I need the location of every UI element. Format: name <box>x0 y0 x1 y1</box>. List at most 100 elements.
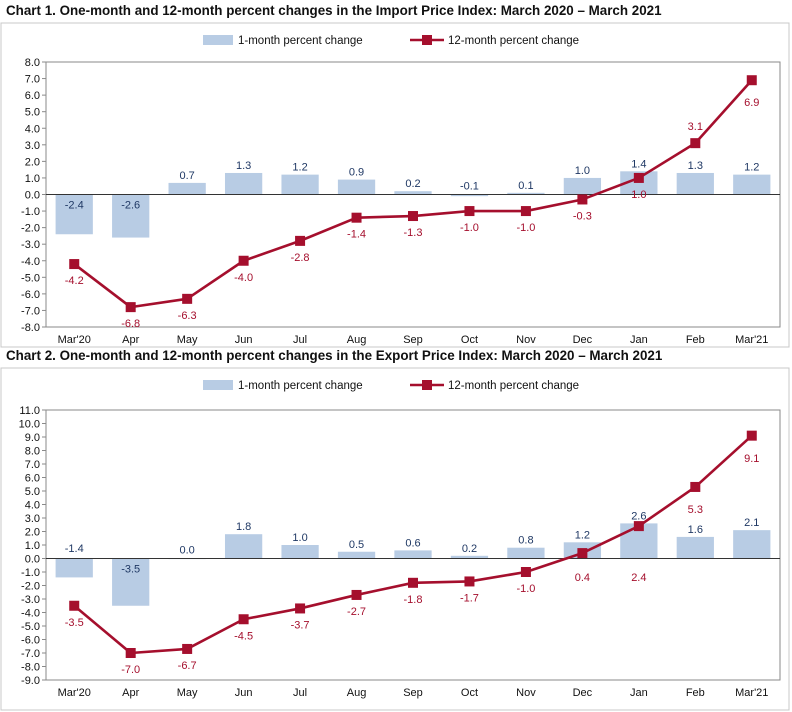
bar-data-label: 0.2 <box>405 178 420 190</box>
y-tick-label: -1.0 <box>21 206 40 218</box>
line-marker <box>182 293 193 304</box>
line-data-label: -7.0 <box>121 664 140 676</box>
x-tick-label: Nov <box>516 687 536 699</box>
bar-1-month <box>733 530 771 559</box>
x-tick-label: Jun <box>235 687 253 699</box>
bar-data-label: -0.1 <box>460 181 479 193</box>
line-data-label: 1.0 <box>631 189 646 201</box>
legend-label-line: 12-month percent change <box>448 35 579 47</box>
line-marker <box>182 643 193 654</box>
line-marker <box>520 567 531 577</box>
bar-data-label: 0.5 <box>349 539 364 551</box>
x-tick-label: Nov <box>516 334 536 346</box>
line-marker <box>238 614 249 625</box>
legend-label-bar: 1-month percent change <box>238 380 363 392</box>
y-tick-label: 1.0 <box>25 540 40 552</box>
y-tick-label: -7.0 <box>21 305 40 317</box>
bar-data-label: -3.5 <box>121 564 140 576</box>
line-data-label: -4.2 <box>65 275 84 287</box>
y-tick-label: -8.0 <box>21 662 40 674</box>
bar-1-month <box>450 194 489 197</box>
line-data-label: -1.3 <box>404 227 423 239</box>
line-data-label: 9.1 <box>744 453 759 465</box>
x-tick-label: Jan <box>630 687 648 699</box>
y-tick-label: -6.0 <box>21 635 40 647</box>
bar-data-label: 0.7 <box>180 170 195 182</box>
line-data-label: 5.3 <box>688 504 703 516</box>
bar-1-month <box>224 534 263 559</box>
bar-1-month <box>112 194 150 238</box>
line-data-label: -1.0 <box>516 583 535 595</box>
line-marker <box>295 235 306 246</box>
y-tick-label: 8.0 <box>25 446 40 458</box>
x-tick-label: Sep <box>403 334 423 346</box>
x-tick-label: Oct <box>461 687 478 699</box>
bar-1-month <box>281 174 319 195</box>
bar-1-month <box>337 179 376 195</box>
bar-data-label: -2.4 <box>65 200 84 212</box>
x-tick-label: Dec <box>573 334 593 346</box>
line-data-label: -1.0 <box>516 222 535 234</box>
bar-1-month <box>224 172 263 195</box>
bar-1-month <box>676 172 714 195</box>
bar-data-label: 0.1 <box>518 180 533 192</box>
bar-1-month <box>450 555 489 559</box>
x-tick-label: Mar'21 <box>735 687 768 699</box>
line-marker <box>464 576 475 587</box>
y-tick-label: -8.0 <box>21 322 40 334</box>
y-tick-label: -1.0 <box>21 567 40 579</box>
y-tick-label: -2.0 <box>21 223 40 235</box>
line-data-label: 2.4 <box>631 572 646 584</box>
bar-data-label: 0.9 <box>349 167 364 179</box>
line-marker <box>125 302 136 313</box>
legend-label-line: 12-month percent change <box>448 380 579 392</box>
bar-data-label: 1.6 <box>688 524 703 536</box>
x-tick-label: Jan <box>630 334 648 346</box>
bar-1-month <box>507 547 545 559</box>
bar-data-label: 1.4 <box>631 158 646 170</box>
line-marker <box>69 259 80 270</box>
y-tick-label: -4.0 <box>21 608 40 620</box>
import-price-chart: 8.0 7.0 6.0 5.0 4.0 3.0 2.0 1.0 0.0 -1.0 -2.0 -3.0 -… <box>0 22 790 348</box>
line-data-label: -1.7 <box>460 592 479 604</box>
line-data-label: -6.3 <box>178 310 197 322</box>
legend-label-bar: 1-month percent change <box>238 35 363 47</box>
bar-1-month <box>281 545 319 559</box>
bar-data-label: 0.2 <box>462 543 477 555</box>
bar-1-month <box>55 194 93 235</box>
line-data-label: -2.7 <box>347 606 366 618</box>
x-tick-label: Oct <box>461 334 478 346</box>
bar-data-label: 1.2 <box>292 162 307 174</box>
line-marker <box>633 172 644 183</box>
y-tick-label: 8.0 <box>25 57 40 69</box>
y-tick-label: -5.0 <box>21 621 40 633</box>
line-marker <box>577 548 588 559</box>
y-tick-label: 3.0 <box>25 140 40 152</box>
bar-1-month <box>563 177 602 195</box>
line-marker <box>520 206 531 217</box>
x-tick-label: May <box>177 334 198 346</box>
bar-data-label: 1.2 <box>575 529 590 541</box>
bar-1-month <box>112 558 150 606</box>
line-data-label: -1.0 <box>460 222 479 234</box>
y-tick-label: 2.0 <box>25 156 40 168</box>
legend-swatch-bar <box>203 380 233 390</box>
line-marker <box>577 194 588 205</box>
y-tick-label: -6.0 <box>21 289 40 301</box>
x-tick-label: Jul <box>293 334 307 346</box>
y-tick-label: 1.0 <box>25 173 40 185</box>
y-tick-label: 7.0 <box>25 459 40 471</box>
line-data-label: -4.5 <box>234 630 253 642</box>
bar-data-label: 1.0 <box>292 532 307 544</box>
line-data-label: -0.3 <box>573 210 592 222</box>
line-marker <box>69 600 80 611</box>
bar-1-month <box>507 192 545 195</box>
legend-swatch-bar <box>203 35 233 45</box>
x-tick-label: Sep <box>403 687 423 699</box>
y-tick-label: 9.0 <box>25 432 40 444</box>
line-marker <box>351 212 362 223</box>
y-tick-label: 0.0 <box>25 554 40 566</box>
y-tick-label: -3.0 <box>21 239 40 251</box>
y-tick-label: 4.0 <box>25 123 40 135</box>
line-data-label: -6.8 <box>121 318 140 330</box>
